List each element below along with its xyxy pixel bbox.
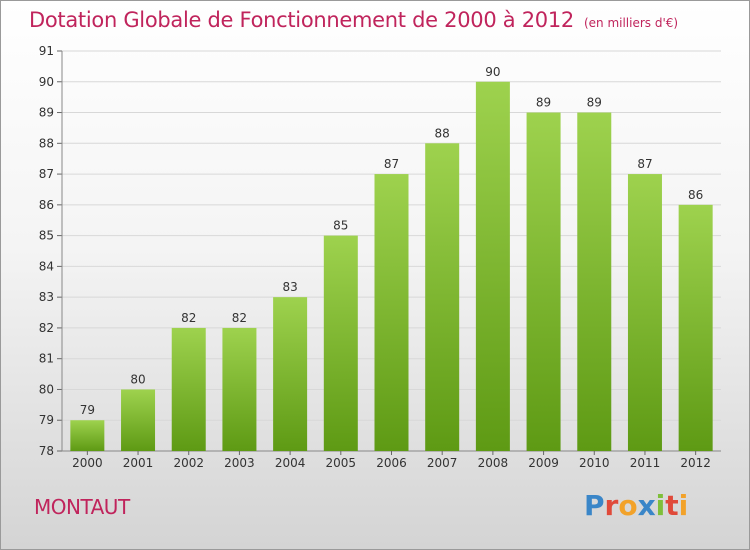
x-tick-label: 2012 (680, 456, 711, 470)
bar-data-label: 82 (232, 311, 247, 325)
bar-data-label: 88 (435, 126, 450, 140)
bar-data-label: 87 (637, 157, 652, 171)
y-tick-label: 88 (39, 136, 54, 150)
bar (475, 81, 510, 452)
logo-letter: x (637, 489, 656, 522)
logo-letter: r (604, 489, 619, 522)
x-tick-label: 2008 (478, 456, 509, 470)
bar-data-label: 79 (80, 403, 95, 417)
x-tick-label: 2000 (72, 456, 103, 470)
bar-data-label: 83 (282, 280, 297, 294)
y-tick-label: 79 (39, 413, 54, 427)
bar (627, 174, 662, 452)
bar-data-label: 87 (384, 157, 399, 171)
x-tick-label: 2005 (326, 456, 357, 470)
logo-letter: t (665, 489, 679, 522)
bar (323, 235, 358, 451)
chart-title: Dotation Globale de Fonctionnement de 20… (29, 8, 679, 32)
y-tick-label: 84 (39, 259, 54, 273)
y-tick-label: 86 (39, 198, 54, 212)
x-tick-label: 2002 (173, 456, 204, 470)
bar (678, 204, 713, 451)
logo-letter: o (618, 489, 638, 522)
y-tick-label: 83 (39, 290, 54, 304)
y-tick-label: 82 (39, 321, 54, 335)
logo-letter: i (655, 489, 666, 522)
bar (70, 420, 105, 451)
y-tick-label: 90 (39, 75, 54, 89)
x-tick-label: 2003 (224, 456, 255, 470)
bar (374, 174, 409, 452)
x-tick-label: 2009 (528, 456, 559, 470)
logo-letter: P (584, 489, 605, 522)
commune-name: MONTAUT (34, 495, 130, 519)
y-tick-label: 78 (39, 444, 54, 458)
bar-data-label: 89 (536, 96, 551, 110)
x-tick-label: 2007 (427, 456, 458, 470)
bar-data-label: 85 (333, 219, 348, 233)
y-tick-label: 85 (39, 229, 54, 243)
x-tick-label: 2004 (275, 456, 306, 470)
bar-data-label: 90 (485, 65, 500, 79)
x-tick-label: 2011 (630, 456, 661, 470)
chart-subtitle: (en milliers d'€) (583, 16, 679, 30)
bar (577, 112, 612, 452)
x-tick-label: 2010 (579, 456, 610, 470)
bar (171, 327, 206, 451)
bar (222, 327, 257, 451)
y-tick-label: 87 (39, 167, 54, 181)
bar (425, 143, 460, 452)
bar-data-label: 86 (688, 188, 703, 202)
x-tick-label: 2001 (123, 456, 154, 470)
y-tick-label: 80 (39, 382, 54, 396)
bar (526, 112, 561, 452)
proxiti-logo: Proxiti (584, 489, 688, 522)
logo-letter: i (678, 489, 689, 522)
bar (121, 389, 156, 451)
bar-data-label: 82 (181, 311, 196, 325)
bar (273, 297, 308, 451)
y-tick-label: 89 (39, 106, 54, 120)
bar-data-label: 80 (130, 372, 145, 386)
y-tick-label: 81 (39, 352, 54, 366)
x-tick-label: 2006 (376, 456, 407, 470)
y-tick-label: 91 (39, 44, 54, 58)
bar-data-label: 89 (587, 96, 602, 110)
